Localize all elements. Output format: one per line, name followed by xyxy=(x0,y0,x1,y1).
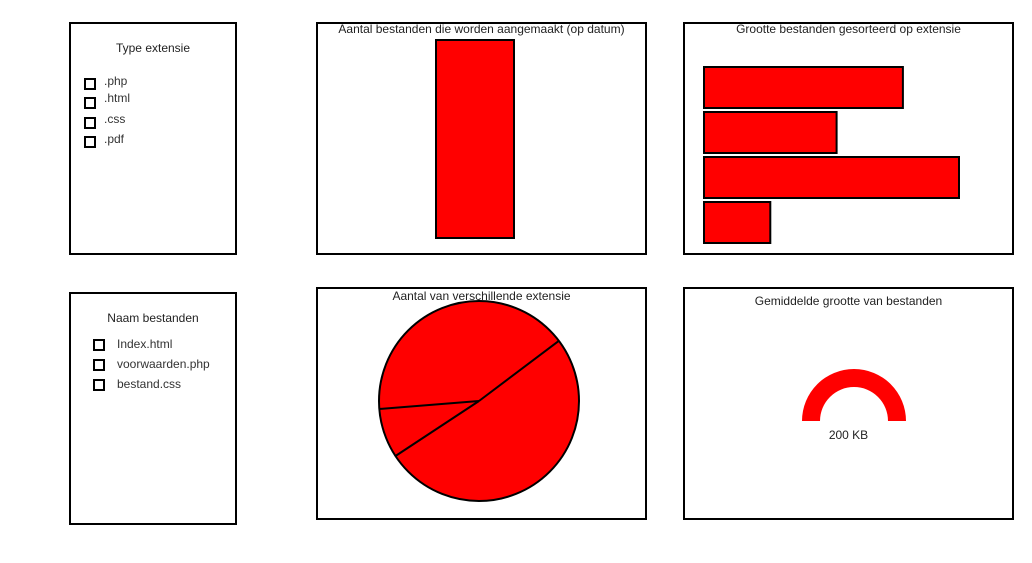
checkbox-bestand-css[interactable] xyxy=(93,379,105,391)
gauge-arc xyxy=(802,369,906,421)
hbar-2 xyxy=(703,156,960,199)
files-created-chart-panel: Aantal bestanden die worden aangemaakt (… xyxy=(316,22,647,255)
average-size-gauge xyxy=(802,369,906,421)
checkbox-label-php: .php xyxy=(104,74,128,88)
checkbox-label-pdf: .pdf xyxy=(104,132,125,146)
size-by-extension-chart-title: Grootte bestanden gesorteerd op extensie xyxy=(736,22,961,36)
checkbox-label-css: .css xyxy=(104,112,126,126)
checkbox-html[interactable] xyxy=(84,97,96,109)
files-created-chart-title: Aantal bestanden die worden aangemaakt (… xyxy=(338,22,625,36)
pie-slice-1 xyxy=(394,400,480,457)
hbar-3 xyxy=(703,201,772,244)
extension-count-chart-title: Aantal van verschillende extensie xyxy=(392,289,571,303)
pie-slice-0 xyxy=(478,340,560,402)
type-extensie-title: Type extensie xyxy=(115,41,191,55)
checkbox-label-bestand-css: bestand.css xyxy=(117,377,182,391)
checkbox-label-voorwaarden-php: voorwaarden.php xyxy=(117,357,210,371)
size-by-extension-chart xyxy=(703,66,960,244)
naam-bestanden-panel: Naam bestanden Index.html voorwaarden.ph… xyxy=(69,292,237,525)
checkbox-label-html: .html xyxy=(104,91,131,105)
bar-0 xyxy=(435,39,515,239)
size-by-extension-chart-panel: Grootte bestanden gesorteerd op extensie xyxy=(683,22,1014,255)
hbar-1 xyxy=(703,111,838,154)
checkbox-voorwaarden-php[interactable] xyxy=(93,359,105,371)
checkbox-css[interactable] xyxy=(84,117,96,129)
extension-count-chart-panel: Aantal van verschillende extensie xyxy=(316,287,647,520)
checkbox-pdf[interactable] xyxy=(84,136,96,148)
naam-bestanden-title: Naam bestanden xyxy=(107,311,199,325)
checkbox-label-index-html: Index.html xyxy=(117,337,173,351)
files-created-chart xyxy=(435,39,515,239)
type-extensie-panel: Type extensie .php .html .css .pdf xyxy=(69,22,237,255)
pie-slice-2 xyxy=(379,400,480,410)
checkbox-index-html[interactable] xyxy=(93,339,105,351)
checkbox-php[interactable] xyxy=(84,78,96,90)
average-size-panel: Gemiddelde grootte van bestanden 200 KB xyxy=(683,287,1014,520)
extension-count-chart xyxy=(378,300,580,502)
hbar-0 xyxy=(703,66,904,109)
average-size-title: Gemiddelde grootte van bestanden xyxy=(754,294,943,308)
average-size-value: 200 KB xyxy=(828,428,869,442)
